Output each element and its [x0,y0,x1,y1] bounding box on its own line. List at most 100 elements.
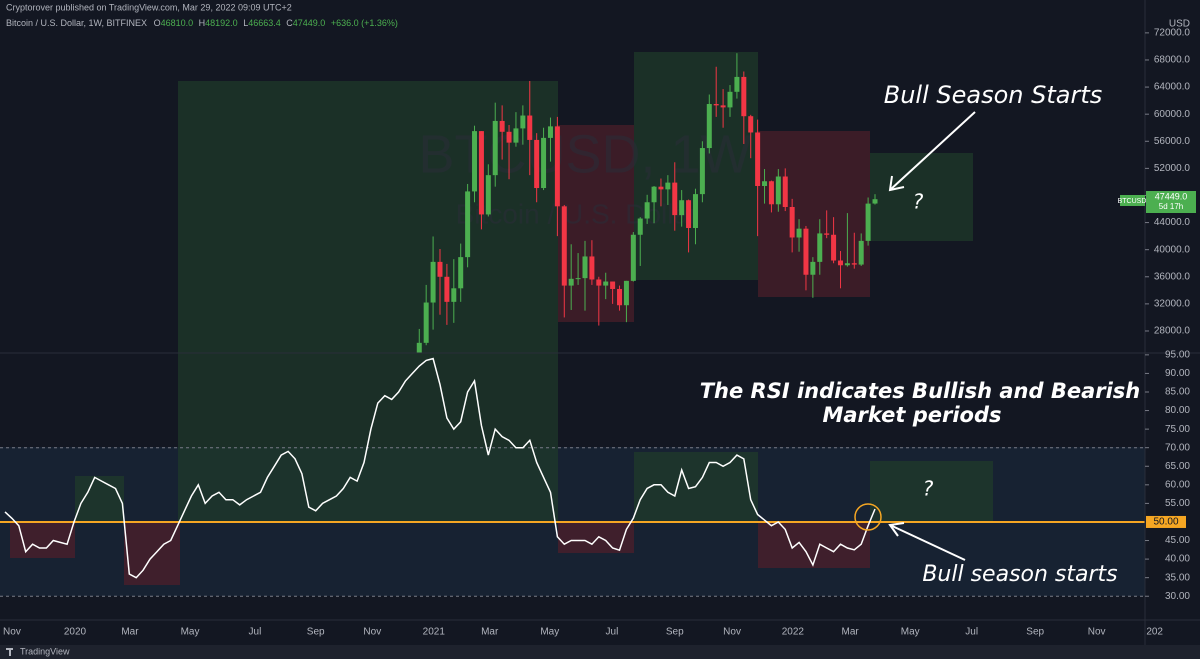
x-tick-label: Mar [121,627,139,638]
x-tick-label: Nov [723,627,741,638]
price-pane [416,53,878,353]
bear-zone [558,522,634,553]
y-tick-label: 64000.0 [1154,82,1191,93]
reference-label: 50.00 [1153,517,1178,528]
axes: Nov 2020 Mar May Jul Sep Nov 2021 Mar May Jul Sep No… [3,19,1190,638]
candle-body [810,261,816,275]
candle-body [872,199,878,204]
y-tick-label: 55.00 [1165,498,1190,509]
y-tick-label: 80.00 [1165,405,1190,416]
y-tick-label: 75.00 [1165,424,1190,435]
candle-body [451,288,457,302]
x-tick-label: Jul [965,627,978,638]
y-tick-label: 95.00 [1165,349,1190,360]
candle-body [720,105,726,108]
annotation: ? [923,477,934,501]
candle-body [699,148,705,195]
candle-body [472,131,478,192]
y-tick-label: 44000.0 [1154,217,1191,228]
candle-body [630,234,636,281]
candle-body [568,278,574,286]
candle-body [603,281,609,286]
ohlc-value: 48192.0 [205,18,238,28]
candle-body [762,181,768,186]
bull-zone [870,461,993,522]
candle-body [623,280,629,306]
ohlc-key: H [199,18,206,28]
candle-body [803,228,809,275]
symbol: Bitcoin / U.S. Dollar, 1W, BITFINEX [6,18,147,28]
candle-body [589,256,595,280]
y-tick-label: 70.00 [1165,442,1190,453]
y-tick-label: 60.00 [1165,479,1190,490]
footer-logo [6,648,13,656]
candle-body [844,263,850,266]
y-tick-label: 52000.0 [1154,163,1191,174]
candle-body [658,186,664,190]
y-tick-label: 36000.0 [1154,271,1191,282]
y-tick-label: 72000.0 [1154,28,1191,39]
candle-body [789,206,795,238]
bull-zone [178,353,558,522]
candle-body [617,288,623,306]
y-tick-label: 35.00 [1165,572,1190,583]
bear-zone [10,522,75,558]
footer-brand: TradingView [20,646,70,656]
change: +636.0 (+1.36%) [331,18,398,28]
candle-body [596,279,602,286]
x-tick-label: Mar [481,627,499,638]
x-tick-label: 2020 [64,627,87,638]
candle-body [541,137,547,189]
ohlc-key: C [286,18,293,28]
x-tick-label: Sep [666,627,684,638]
candle-body [734,76,740,92]
candle-body [520,115,526,129]
x-tick-label: May [181,627,200,638]
candle-body [865,203,871,241]
y-tick-label: 40.00 [1165,554,1190,565]
ohlc-value: 46663.4 [248,18,281,28]
candle-body [430,261,436,303]
candle-body [499,120,505,132]
candle-body [554,126,560,207]
symbol-tag-text: BTCUSD [1118,198,1147,205]
unit-label: USD [1169,19,1190,30]
x-tick-label: 2022 [782,627,805,638]
candle-body [444,276,450,302]
candle-body [465,191,471,258]
candle-body [679,200,685,216]
x-tick-label: Sep [307,627,325,638]
candle-body [547,126,553,138]
x-tick-label: Nov [1088,627,1106,638]
ohlc-value: 47449.0 [293,18,326,28]
y-tick-label: 56000.0 [1154,136,1191,147]
ohlc-value: 46810.0 [161,18,194,28]
bull-zone [870,153,973,241]
footer-bar [0,645,1200,659]
ohlc-key: L [243,18,248,28]
watermark-name: Bitcoin / U.S. Dollar [456,198,699,229]
arrow-head [888,175,905,192]
annotation: Bull Season Starts [884,81,1103,109]
candle-body [775,176,781,205]
annotation: Bull season starts [922,562,1117,587]
candle-body [437,261,443,277]
rsi-pane [0,357,1145,597]
y-tick-label: 40000.0 [1154,244,1191,255]
rsi-line [4,357,876,579]
annotation: ? [913,190,924,214]
candle-body [824,233,830,235]
candle-body [527,115,533,140]
x-tick-label: Nov [3,627,21,638]
candle-body [637,218,643,235]
x-tick-label: Nov [363,627,381,638]
candle-body [858,240,864,265]
arrow [889,524,966,561]
candle-body [741,76,747,117]
candle-body [506,131,512,143]
y-tick-label: 60000.0 [1154,109,1191,120]
candle-body [416,342,422,353]
candle-body [831,234,837,261]
candle-body [561,206,567,286]
